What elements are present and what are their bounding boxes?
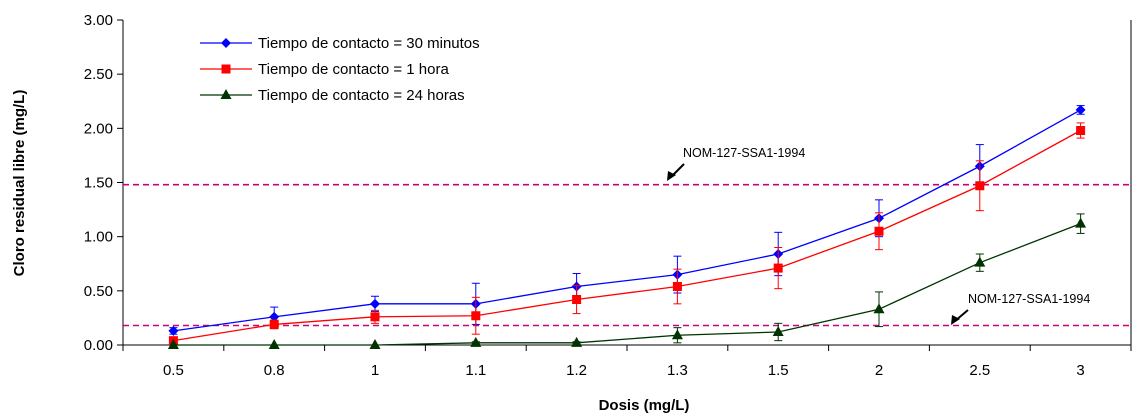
data-point — [370, 312, 380, 322]
data-point — [874, 226, 884, 236]
y-axis: 0.00 0.50 1.00 1.50 2.00 2.50 3.00 — [84, 12, 123, 354]
x-tick-label: 1 — [371, 362, 379, 379]
data-point — [571, 336, 583, 347]
data-point — [269, 311, 280, 322]
y-tick-label: 0.00 — [84, 337, 113, 354]
x-tick-label: 0.8 — [264, 362, 285, 379]
x-axis-title: Dosis (mg/L) — [599, 397, 690, 414]
data-point — [873, 303, 885, 314]
data-point — [975, 181, 985, 191]
legend-marker — [221, 64, 231, 74]
legend-marker — [221, 38, 231, 48]
x-axis: 0.5 0.8 1 1.1 1.2 1.3 1.5 2 2.5 3 — [122, 345, 1132, 379]
y-axis-title: Cloro residual libre (mg/L) — [11, 90, 28, 277]
data-point — [974, 256, 986, 267]
x-tick-label: 1.2 — [566, 362, 587, 379]
annotation-arrowhead — [667, 171, 676, 181]
x-tick-label: 1.5 — [768, 362, 789, 379]
y-tick-label: 2.00 — [84, 120, 113, 137]
series-line — [173, 223, 1081, 346]
data-point — [773, 263, 783, 273]
data-point — [671, 329, 683, 340]
legend-label: Tiempo de contacto = 1 hora — [258, 61, 449, 78]
data-point — [1075, 217, 1087, 228]
legend-label: Tiempo de contacto = 24 horas — [258, 87, 465, 104]
series-2 — [168, 122, 1086, 346]
data-point — [167, 339, 179, 349]
y-tick-label: 1.00 — [84, 229, 113, 246]
annotation-label: NOM-127-SSA1-1994 — [683, 146, 805, 160]
data-point — [672, 282, 682, 291]
y-tick-label: 1.50 — [84, 175, 113, 192]
data-point — [470, 336, 482, 347]
x-tick-label: 2 — [875, 362, 883, 379]
x-tick-label: 1.1 — [465, 362, 486, 379]
y-tick-label: 3.00 — [84, 12, 113, 29]
data-point — [269, 319, 279, 329]
y-tick-label: 0.50 — [84, 283, 113, 300]
x-tick-label: 2.5 — [969, 362, 990, 379]
x-tick-label: 3 — [1076, 362, 1084, 379]
series-layer — [167, 104, 1087, 349]
annotations: NOM-127-SSA1-1994 NOM-127-SSA1-1994 — [667, 146, 1090, 325]
data-point — [572, 295, 582, 304]
data-point — [772, 326, 784, 336]
y-tick-label: 2.50 — [84, 66, 113, 83]
annotation-label: NOM-127-SSA1-1994 — [968, 292, 1090, 306]
legend-label: Tiempo de contacto = 30 minutos — [258, 35, 480, 52]
annotation-arrowhead — [951, 315, 960, 325]
legend: Tiempo de contacto = 30 minutos Tiempo de… — [200, 35, 480, 104]
data-point — [1076, 126, 1086, 135]
data-point — [471, 311, 481, 321]
series-3 — [167, 213, 1087, 349]
legend-marker — [220, 89, 232, 99]
data-point — [268, 339, 280, 349]
data-point — [168, 325, 179, 336]
x-tick-label: 0.5 — [163, 362, 184, 379]
series-1 — [168, 104, 1086, 336]
data-point — [369, 339, 381, 349]
x-tick-label: 1.3 — [667, 362, 688, 379]
reference-lines — [123, 183, 1131, 327]
data-point — [370, 298, 380, 309]
data-point — [1075, 104, 1086, 115]
series-line — [173, 109, 1081, 332]
series-line — [173, 129, 1081, 342]
